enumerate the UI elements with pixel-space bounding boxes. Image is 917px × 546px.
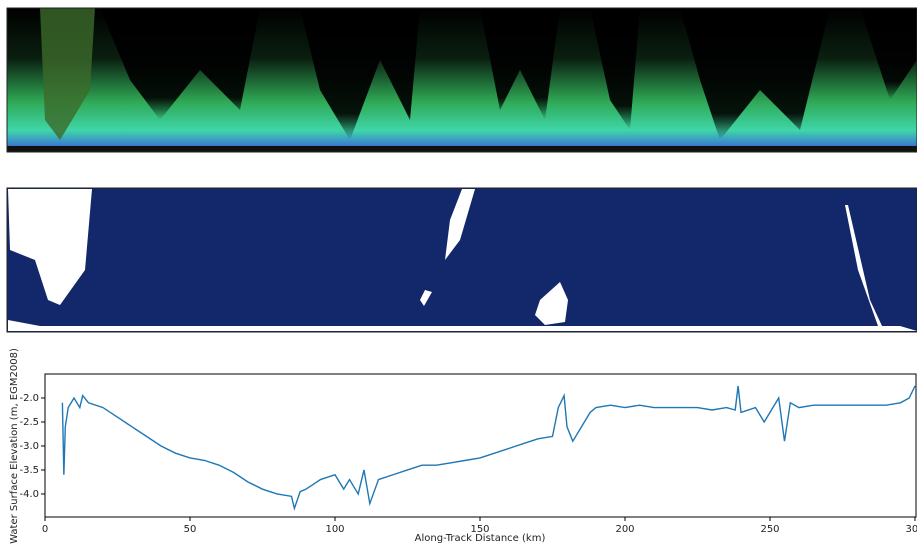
- line: [62, 386, 915, 508]
- figure: Water Surface Elevation (m, EGM2008) Alo…: [0, 0, 917, 546]
- x-tick-label: 100: [325, 524, 344, 535]
- y-tick-label: -3.0: [19, 441, 39, 452]
- lidar-image: [7, 8, 917, 152]
- y-tick-label: -3.5: [19, 465, 39, 476]
- x-tick-label: 150: [470, 524, 489, 535]
- water-mask: [7, 188, 917, 332]
- plot-frame: [45, 374, 916, 517]
- x-tick-label: 300: [905, 524, 917, 535]
- x-tick-label: 200: [615, 524, 634, 535]
- x-tick-label: 0: [42, 524, 48, 535]
- x-tick-label: 50: [184, 524, 197, 535]
- y-tick-label: -2.5: [19, 417, 39, 428]
- y-axis-label: Water Surface Elevation (m, EGM2008): [9, 348, 20, 544]
- y-tick-label: -2.0: [19, 393, 39, 404]
- page: {"chart_data": {"type": "line", "y_label…: [0, 0, 917, 546]
- y-tick-label: -4.0: [19, 489, 39, 500]
- x-tick-label: 250: [760, 524, 779, 535]
